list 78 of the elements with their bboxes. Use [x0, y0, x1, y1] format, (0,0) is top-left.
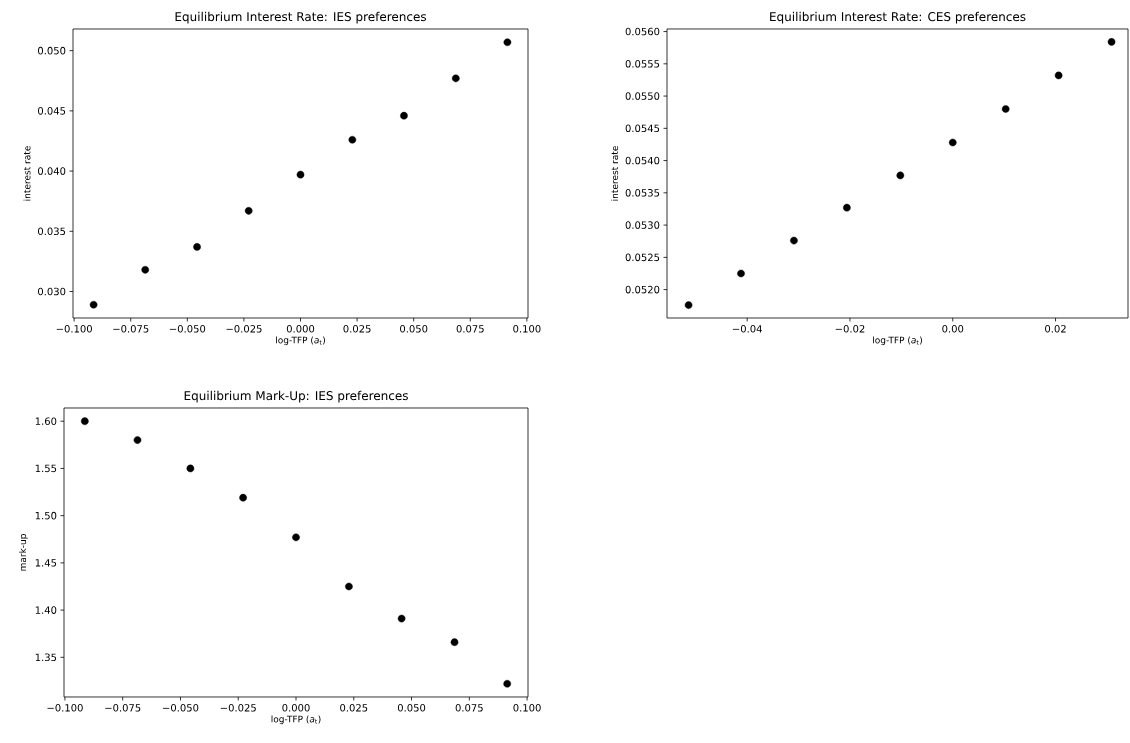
point	[193, 243, 201, 251]
y-tick-label: 0.0550	[625, 92, 660, 100]
point	[400, 111, 408, 120]
y-axis-title: interest rate	[611, 146, 619, 201]
x-axis-title: log-TFP (a$_{t}$)	[276, 336, 325, 346]
point	[1107, 38, 1116, 46]
y-tick-label: 1.35	[35, 653, 57, 662]
x-tick-label: −0.100	[47, 704, 83, 712]
point	[397, 614, 406, 623]
point	[503, 38, 512, 47]
x-tick-label: 0.075	[455, 704, 483, 712]
point	[503, 679, 512, 688]
point	[239, 493, 247, 502]
y-tick-label: 1.55	[35, 464, 57, 473]
x-tick-label: 0.100	[513, 704, 541, 712]
y-tick-label: 1.40	[35, 606, 57, 614]
x-tick-label: 0.000	[286, 325, 315, 333]
point	[186, 464, 195, 473]
point	[345, 582, 353, 591]
x-tick-label: −0.04	[732, 325, 762, 333]
y-tick-label: 0.0560	[625, 27, 660, 36]
chart-title: Equilibrium Mark-Up: IES preferences	[184, 390, 408, 403]
x-tick-label: 0.025	[340, 704, 368, 712]
point	[843, 203, 851, 212]
x-tick-label: −0.100	[56, 325, 92, 333]
x-tick-label: 0.050	[397, 704, 426, 712]
point	[244, 207, 253, 215]
x-tick-label: 0.050	[400, 325, 428, 333]
y-axis-title: mark-up	[19, 534, 28, 571]
x-tick-label: −0.050	[169, 325, 206, 333]
point	[451, 74, 460, 83]
chart-title: Equilibrium Interest Rate: IES preferences	[175, 11, 427, 24]
y-tick-label: 0.035	[38, 227, 66, 236]
point	[737, 269, 745, 278]
chart-title: Equilibrium Interest Rate: CES preferences	[770, 11, 1026, 24]
point	[81, 417, 89, 426]
x-tick-label: −0.075	[113, 325, 149, 333]
x-tick-label: −0.050	[163, 704, 199, 712]
y-tick-label: 0.0545	[625, 124, 660, 133]
x-tick-label: 0.00	[942, 325, 964, 333]
x-tick-label: 0.02	[1045, 325, 1066, 333]
y-tick-label: 0.040	[38, 167, 66, 175]
y-tick-label: 0.050	[38, 46, 66, 55]
point	[133, 436, 142, 444]
point	[790, 236, 798, 245]
y-tick-label: 1.60	[35, 417, 57, 425]
point	[296, 170, 305, 179]
point	[1054, 71, 1063, 80]
x-tick-label: −0.025	[226, 325, 262, 333]
y-tick-label: 0.0525	[625, 253, 660, 262]
x-tick-label: 0.075	[456, 325, 484, 333]
point	[348, 135, 357, 144]
x-tick-label: 0.025	[343, 325, 371, 333]
point	[292, 533, 300, 542]
y-tick-label: 0.0555	[625, 60, 660, 68]
x-tick-label: 0.100	[513, 325, 541, 333]
y-tick-label: 0.0520	[625, 285, 660, 294]
point	[141, 266, 150, 274]
y-tick-label: 1.50	[35, 511, 57, 520]
y-tick-label: 0.0535	[625, 189, 660, 197]
y-tick-label: 1.45	[35, 559, 57, 567]
x-tick-label: −0.02	[835, 325, 865, 333]
x-tick-label: 0.000	[282, 704, 310, 712]
y-tick-label: 0.045	[38, 107, 66, 115]
y-axis-title: interest rate	[23, 146, 31, 201]
x-tick-label: −0.075	[105, 704, 141, 712]
point	[896, 171, 905, 180]
point	[1001, 105, 1010, 113]
point	[89, 300, 98, 309]
point	[684, 301, 693, 309]
x-axis-title: log-TFP (a$_{t}$)	[873, 336, 922, 346]
y-tick-label: 0.0540	[625, 156, 660, 165]
y-tick-label: 0.030	[38, 287, 66, 296]
x-axis-title: log-TFP (a$_{t}$)	[271, 715, 321, 725]
point	[450, 638, 459, 647]
y-tick-label: 0.0530	[625, 221, 660, 229]
x-tick-label: −0.025	[220, 704, 256, 712]
point	[948, 138, 957, 147]
